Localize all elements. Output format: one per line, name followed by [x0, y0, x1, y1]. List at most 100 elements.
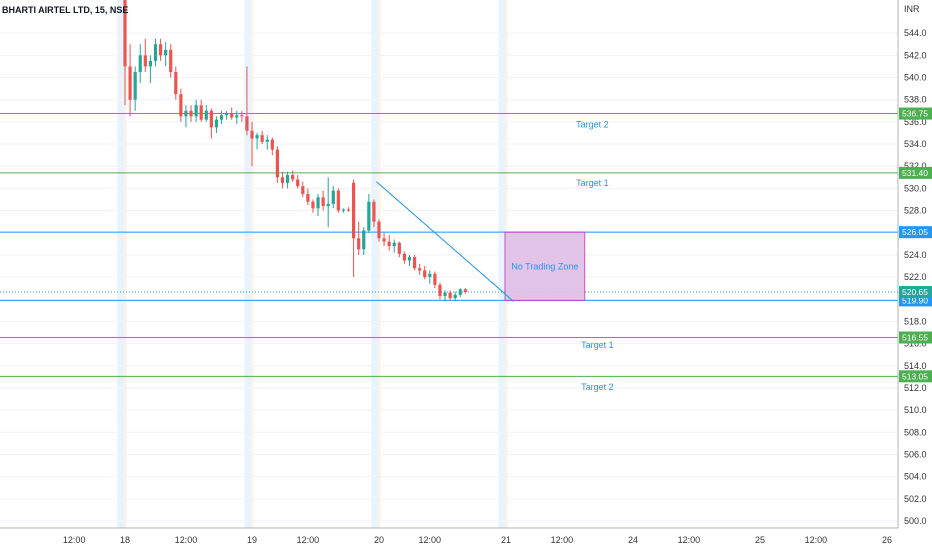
session-band: [498, 0, 508, 528]
price-tick-label: 516.0: [904, 339, 927, 349]
candle-body: [158, 44, 163, 56]
price-tick-label: 502.0: [904, 494, 927, 504]
candle-body: [128, 66, 132, 100]
level-price-badge: [899, 331, 932, 344]
candle: [402, 251, 406, 264]
candle: [184, 105, 188, 128]
candle: [311, 199, 315, 213]
candle-body: [412, 257, 417, 269]
candle: [189, 105, 193, 122]
candle-body: [194, 105, 198, 117]
candle: [397, 241, 401, 258]
session-band: [244, 0, 254, 528]
time-axis[interactable]: 12:00 18 12:00 19 12:00 20 12:00 21 12:00 24 12:00…: [0, 527, 898, 545]
price-tick-label: 534.0: [904, 139, 927, 149]
candle: [331, 186, 335, 209]
candle-body: [433, 273, 437, 285]
candle-body: [240, 115, 244, 117]
candle-body: [250, 130, 254, 139]
candle-body: [331, 190, 335, 204]
level-price-text: 536.75: [902, 109, 928, 119]
price-tick-label: 508.0: [904, 427, 927, 437]
candle: [362, 227, 366, 255]
candle-body: [407, 257, 412, 261]
candle: [214, 116, 219, 133]
candle-body: [169, 49, 173, 72]
candle-body: [438, 284, 442, 296]
candle: [133, 66, 137, 111]
candle: [316, 193, 320, 217]
horizontal-levels: [0, 113, 898, 377]
candle: [123, 0, 127, 106]
candle-body: [219, 115, 224, 120]
candle-body: [453, 294, 457, 299]
candle-body: [291, 175, 295, 180]
candle-body: [275, 149, 279, 178]
candle-body: [225, 113, 229, 116]
candle: [174, 66, 178, 100]
trend-line-group[interactable]: [376, 181, 514, 302]
candle: [225, 110, 229, 120]
candle: [412, 254, 417, 271]
candle: [291, 170, 295, 182]
candle: [407, 254, 412, 266]
no-trading-zone[interactable]: No Trading Zone: [504, 231, 586, 301]
zone-rect: [504, 231, 586, 301]
target-label: Target 1: [576, 178, 609, 188]
candle: [306, 188, 310, 206]
time-tick-label: 12:00: [805, 535, 828, 545]
session-band: [371, 0, 381, 528]
level-price-text: 513.05: [902, 371, 928, 381]
candle: [235, 110, 239, 125]
time-tick-label: 24: [628, 535, 638, 545]
candle-body: [245, 116, 249, 131]
candle-body: [382, 238, 386, 242]
candle-body: [214, 119, 219, 128]
candle-body: [321, 197, 325, 207]
time-tick-label: 18: [120, 535, 130, 545]
candle-body: [270, 139, 274, 150]
candle-body: [209, 110, 213, 128]
chart-title: BHARTI AIRTEL LTD, 15, NSE: [2, 5, 128, 15]
candle: [387, 234, 391, 251]
candle-body: [133, 71, 137, 100]
time-tick-label: 12:00: [63, 535, 86, 545]
level-price-badge: [899, 226, 932, 239]
price-tick-label: 532.0: [904, 161, 927, 171]
price-tick-label: 510.0: [904, 405, 927, 415]
price-tick-label: 542.0: [904, 50, 927, 60]
candle-body: [458, 289, 462, 295]
session-band-edge: [378, 0, 381, 528]
candle: [326, 177, 330, 228]
candle-body: [230, 113, 234, 118]
candle-body: [341, 209, 346, 211]
candle-body: [336, 190, 340, 211]
candle-body: [392, 242, 396, 247]
session-band: [117, 0, 127, 528]
level-price-text: 519.90: [902, 295, 928, 305]
candle-body: [423, 270, 427, 278]
time-tick-label: 12:00: [678, 535, 701, 545]
price-tick-label: 514.0: [904, 361, 927, 371]
candle: [377, 219, 381, 242]
candle-body: [138, 55, 142, 72]
candle: [321, 190, 325, 211]
price-axis[interactable]: INR 500.0 502.0 504.0 506.0 508.0 510.0 512.0 5…: [897, 0, 932, 528]
candle-body: [179, 94, 183, 117]
candle: [443, 290, 447, 302]
candle: [209, 108, 213, 139]
time-tick-label: 21: [501, 535, 511, 545]
session-band-edge: [251, 0, 254, 528]
candle: [219, 110, 224, 125]
candle-body: [260, 135, 264, 142]
candle: [346, 207, 351, 212]
candle: [458, 288, 462, 298]
candle: [392, 239, 396, 253]
candle-body: [255, 135, 259, 139]
candle-body: [235, 115, 239, 118]
candle: [250, 121, 254, 167]
level-price-text: 516.55: [902, 333, 928, 343]
annotations: Target 2 Target 1 Target 1 Target 2: [576, 119, 614, 392]
